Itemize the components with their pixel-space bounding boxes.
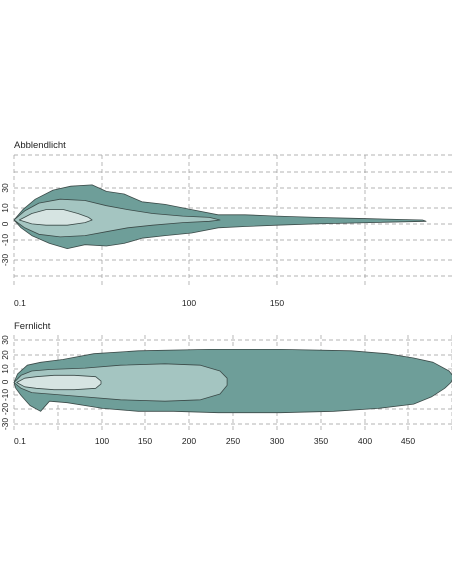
chart-title-abblendlicht: Abblendlicht <box>14 140 66 151</box>
x-tick-label: 450 <box>401 436 415 446</box>
zone-middle <box>13 363 228 402</box>
zone-middle <box>13 198 221 238</box>
x-tick-label: 350 <box>314 436 328 446</box>
y-tick-label: -20 <box>0 403 10 416</box>
y-tick-label: 0 <box>0 221 10 226</box>
zone-inner <box>18 209 93 226</box>
x-tick-label: 150 <box>270 298 284 308</box>
chart-fernlicht: 0.1 100 150 200 250 300 350 400 4503020100-10-20… <box>0 335 452 446</box>
y-tick-label: 20 <box>0 350 10 360</box>
y-tick-label: 10 <box>0 203 10 213</box>
y-tick-label: 10 <box>0 364 10 374</box>
x-tick-label: 300 <box>270 436 284 446</box>
y-tick-label: 30 <box>0 183 10 193</box>
x-tick-label: 400 <box>358 436 372 446</box>
y-tick-label: 30 <box>0 335 10 345</box>
y-tick-label: -10 <box>0 234 10 247</box>
x-tick-label: 200 <box>182 436 196 446</box>
x-tick-label: 100 <box>182 298 196 308</box>
x-tick-label: 250 <box>226 436 240 446</box>
x-tick-label: 100 <box>95 436 109 446</box>
zone-outer <box>13 184 427 249</box>
chart-title-fernlicht: Fernlicht <box>14 321 51 332</box>
zone-inner <box>16 374 102 391</box>
y-tick-label: 0 <box>0 379 10 384</box>
y-tick-label: -30 <box>0 254 10 267</box>
y-tick-label: -10 <box>0 389 10 402</box>
x-tick-label: 0.1 <box>14 298 26 308</box>
x-tick-label: 150 <box>138 436 152 446</box>
y-tick-label: -30 <box>0 418 10 431</box>
x-tick-label: 0.1 <box>14 436 26 446</box>
